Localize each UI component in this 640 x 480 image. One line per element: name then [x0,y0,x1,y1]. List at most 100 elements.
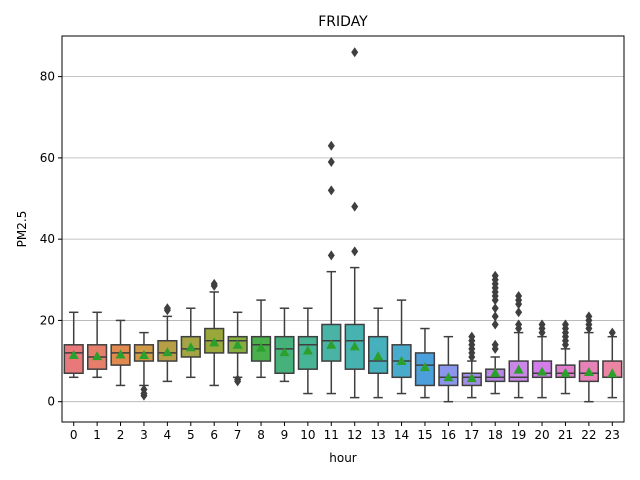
outlier-point [327,156,335,167]
mean-marker [115,349,126,359]
x-tick-label: 18 [488,428,503,442]
x-tick-label: 15 [417,428,432,442]
y-tick-label: 0 [47,395,55,409]
y-tick-label: 60 [40,151,55,165]
y-tick-label: 40 [40,232,55,246]
outlier-point [538,319,546,330]
outlier-point [210,280,218,291]
box-hour-10 [297,307,318,395]
mean-marker [185,342,196,352]
box-hour-15 [414,327,436,399]
box-hour-3 [133,331,155,401]
x-tick-label: 2 [117,428,125,442]
box-hour-0 [63,311,84,379]
x-tick-label: 5 [187,428,195,442]
mean-marker [209,337,220,347]
mean-marker [68,349,79,359]
x-tick-label: 22 [581,428,596,442]
mean-marker [349,341,360,351]
outlier-point [515,291,523,302]
x-tick-label: 6 [210,428,218,442]
outlier-point [327,140,335,151]
outlier-point [561,319,569,330]
box-hour-20 [531,319,553,399]
y-gridlines [62,76,624,403]
box-hour-4 [157,303,178,383]
mean-marker [396,356,407,366]
x-tick-label: 1 [93,428,101,442]
mean-marker [443,372,454,382]
mean-marker [232,339,243,349]
x-tick-label: 0 [70,428,78,442]
x-tick-label: 13 [370,428,385,442]
box-hour-9 [274,307,295,383]
box-hour-19 [508,291,529,399]
x-axis-label: hour [329,451,357,465]
outlier-point [234,376,242,387]
outlier-point [468,331,476,342]
x-tick-label: 8 [257,428,265,442]
box-hour-7 [227,311,248,387]
x-tick-label: 21 [558,428,573,442]
outlier-point [491,270,499,281]
mean-marker [279,347,290,357]
y-tick-label: 80 [40,70,55,84]
mean-marker [560,367,571,377]
x-tick-label: 7 [234,428,242,442]
box-hour-11 [321,140,342,395]
box-hour-22 [578,311,599,403]
x-tick-label: 23 [605,428,620,442]
outlier-point [327,250,335,261]
outlier-point [140,390,148,401]
mean-marker [513,364,524,374]
x-tick-label: 10 [300,428,315,442]
y-tick-label: 20 [40,313,55,327]
outlier-point [491,303,499,314]
outlier-point [327,185,335,196]
box-hour-6 [204,278,225,387]
x-tick-label: 19 [511,428,526,442]
x-tick-label: 16 [441,428,456,442]
box-hour-14 [391,299,412,395]
box-iqr [63,344,84,374]
x-axis-ticks: 0 1 2 3 4 5 6 7 8 9 10 11 12 13 14 15 16 17 18 19 20 21 22 23 [70,422,620,442]
mean-marker [583,367,594,377]
chart-title: FRIDAY [318,14,368,30]
outlier-point [491,311,499,322]
outlier-point [163,305,171,316]
mean-marker [256,342,267,352]
box-hour-18 [485,270,506,395]
y-axis-ticks: 0 20 40 60 80 [40,70,62,409]
mean-marker [326,339,337,349]
outlier-point [491,319,499,330]
mean-marker [138,349,149,359]
outlier-point [491,339,499,350]
box-hour-21 [555,319,576,395]
outlier-point [515,307,523,318]
y-axis-label: PM2.5 [15,211,29,248]
box-hour-2 [110,319,131,387]
outlier-point [351,201,359,212]
outlier-point [351,246,359,257]
box-hour-23 [602,327,623,399]
box-series [63,47,623,403]
mean-marker [607,368,618,378]
outlier-point [608,327,616,338]
mean-marker [162,347,173,357]
outlier-point [585,311,593,322]
mean-marker [373,351,384,361]
mean-marker [490,367,501,377]
box-hour-5 [180,307,201,379]
box-hour-1 [87,311,108,379]
mean-marker [466,373,477,383]
x-tick-label: 4 [164,428,172,442]
x-tick-label: 17 [464,428,479,442]
mean-marker [419,362,430,372]
x-tick-label: 11 [324,428,339,442]
mean-marker [92,351,103,361]
box-hour-16 [438,335,459,403]
x-tick-label: 14 [394,428,409,442]
mean-marker [302,345,313,355]
plot-frame [61,35,625,423]
